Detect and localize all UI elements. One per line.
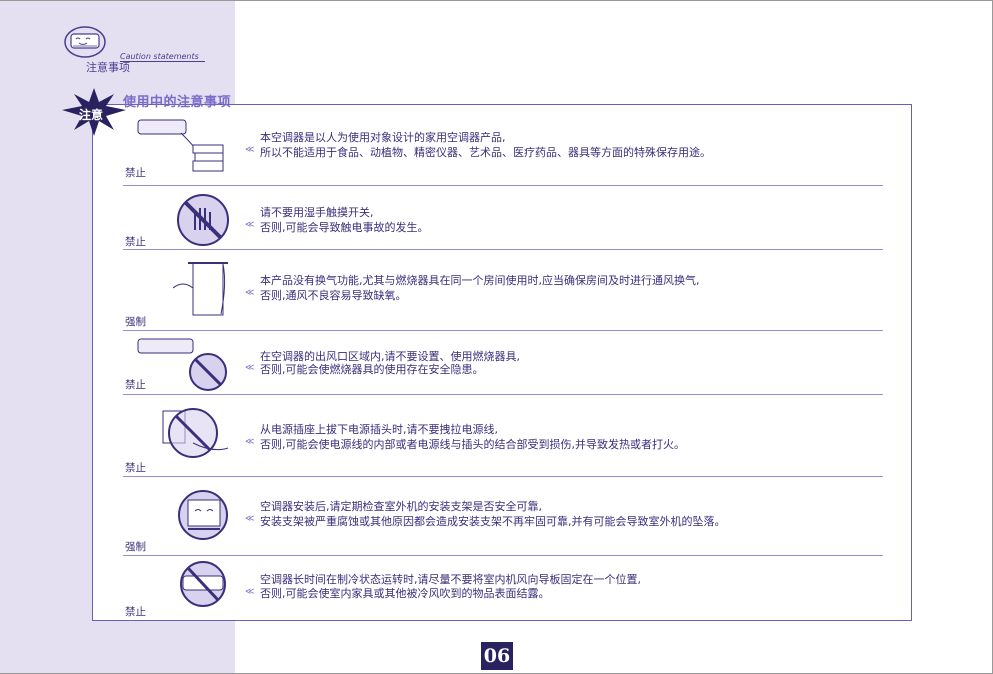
- item-text-2: 否则,可能会使室内家具或其他被冷风吹到的物品表面结露。: [260, 587, 550, 600]
- item-marker: ≪: [245, 288, 255, 298]
- caution-statements-label: Caution statements: [120, 52, 205, 62]
- divider: [123, 185, 883, 186]
- ac-unit-with-boxes-icon: [137, 119, 224, 172]
- divider: [123, 476, 883, 477]
- item-marker: ≪: [245, 145, 255, 155]
- item-tag: 禁止: [125, 379, 146, 391]
- list-item: 禁止 ≪ 请不要用湿手触摸开关, 否则,可能会导致触电事故的发生。: [93, 186, 911, 249]
- item-text-1: 空调器长时间在制冷状态运转时,请尽量不要将室内机风向导板固定在一个位置,: [260, 573, 641, 586]
- ac-face-logo-icon: [64, 26, 106, 58]
- item-text-1: 请不要用湿手触摸开关,: [260, 206, 374, 219]
- list-item: 禁止 ≪ 本空调器是以人为使用对象设计的家用空调器产品, 所以不能适用于食品、动…: [93, 105, 911, 185]
- item-marker: ≪: [245, 514, 255, 524]
- notice-badge: 注意: [79, 108, 104, 122]
- item-text-1: 在空调器的出风口区域内,请不要设置、使用燃烧器具,: [260, 350, 520, 363]
- item-text-1: 本空调器是以人为使用对象设计的家用空调器产品,: [260, 131, 506, 144]
- page-number: 06: [481, 642, 513, 670]
- item-tag: 强制: [125, 541, 146, 553]
- list-item: 禁止 ≪ 从电源插座上拔下电源插头时,请不要拽拉电源线, 否则,可能会使电源线的…: [93, 395, 911, 476]
- item-text-2: 否则,可能会使电源线的内部或者电源线与插头的结合部受到损伤,并导致发热或者打火。: [260, 438, 685, 451]
- list-item: 强制 ≪ 本产品没有换气功能,尤其与燃烧器具在同一个房间使用时,应当确保房间及时…: [93, 250, 911, 330]
- item-tag: 禁止: [125, 462, 146, 474]
- item-marker: ≪: [245, 363, 255, 373]
- divider: [123, 394, 883, 395]
- item-text-2: 所以不能适用于食品、动植物、精密仪器、艺术品、医疗药品、器具等方面的特殊保存用途…: [260, 146, 711, 159]
- notice-box: 禁止 ≪ 本空调器是以人为使用对象设计的家用空调器产品, 所以不能适用于食品、动…: [92, 104, 912, 621]
- item-text-1: 空调器安装后,请定期检查室外机的安装支架是否安全可靠,: [260, 500, 542, 513]
- item-marker: ≪: [245, 220, 255, 230]
- item-text-2: 否则,通风不良容易导致缺氧。: [260, 289, 407, 302]
- list-item: 禁止 ≪ 空调器长时间在制冷状态运转时,请尽量不要将室内机风向导板固定在一个位置…: [93, 556, 911, 620]
- no-wet-hand-icon: [177, 194, 229, 246]
- no-heater-under-ac-icon: [137, 338, 227, 391]
- item-tag: 禁止: [125, 167, 146, 179]
- divider: [123, 249, 883, 250]
- divider: [123, 330, 883, 331]
- item-marker: ≪: [245, 437, 255, 447]
- no-fixed-louver-icon: [180, 561, 226, 607]
- burst-star-icon: [62, 88, 126, 136]
- item-tag: 禁止: [125, 606, 146, 618]
- item-tag: 禁止: [125, 236, 146, 248]
- frame-top: [0, 0, 993, 1]
- item-text-1: 本产品没有换气功能,尤其与燃烧器具在同一个房间使用时,应当确保房间及时进行通风换…: [260, 274, 700, 287]
- list-item: 禁止 ≪ 在空调器的出风口区域内,请不要设置、使用燃烧器具, 否则,可能会使燃烧…: [93, 331, 911, 394]
- outdoor-unit-bracket-icon: [178, 490, 228, 540]
- no-pull-cord-icon: [162, 408, 229, 458]
- list-item: 强制 ≪ 空调器安装后,请定期检查室外机的安装支架是否安全可靠, 安装支架被严重…: [93, 477, 911, 555]
- item-marker: ≪: [245, 587, 255, 597]
- item-text-2: 否则,可能会导致触电事故的发生。: [260, 221, 429, 234]
- item-text-1: 从电源插座上拔下电源插头时,请不要拽拉电源线,: [260, 423, 498, 436]
- item-text-2: 安装支架被严重腐蚀或其他原因都会造成安装支架不再牢固可靠,并有可能会导致室外机的…: [260, 515, 726, 528]
- item-tag: 强制: [125, 316, 146, 328]
- open-window-icon: [172, 262, 228, 316]
- caution-cn-label: 注意事项: [86, 61, 130, 74]
- item-text-2: 否则,可能会使燃烧器具的使用存在安全隐患。: [260, 363, 484, 376]
- section-title: 使用中的注意事项: [123, 95, 232, 110]
- divider: [123, 555, 883, 556]
